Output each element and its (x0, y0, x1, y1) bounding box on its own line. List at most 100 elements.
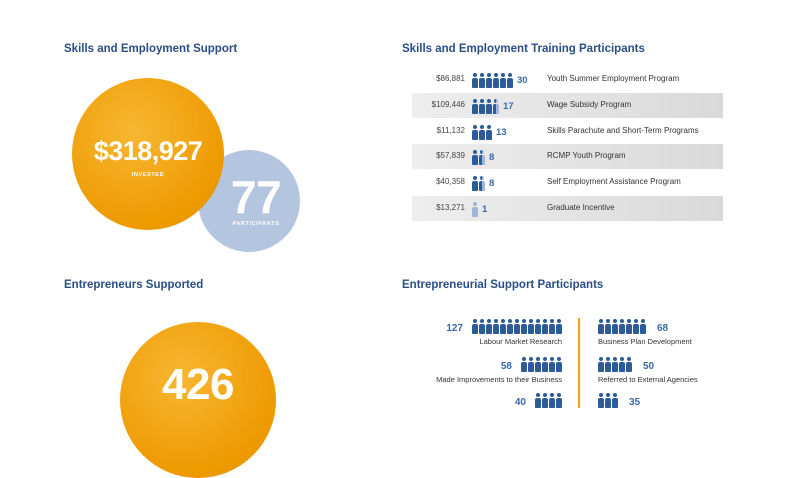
person-icon (619, 319, 625, 334)
person-icon (528, 357, 534, 372)
participants-value: 77 (230, 171, 282, 223)
person-icon (472, 150, 478, 165)
training-row: $13,271 1 Graduate Incentive (412, 196, 723, 221)
training-count: 1 (482, 204, 488, 215)
training-amount: $11,132 (436, 126, 465, 135)
training-icons: 8 (472, 174, 494, 191)
person-icon (605, 319, 611, 334)
person-icon (528, 319, 534, 334)
training-icons: 17 (472, 97, 514, 114)
person-icon (535, 393, 541, 408)
invested-bubble: $318,927 INVESTED (72, 78, 224, 230)
person-icon (479, 99, 485, 114)
person-icon (556, 319, 562, 334)
training-label: Graduate Incentive (547, 203, 615, 212)
training-label: Skills Parachute and Short-Term Programs (547, 126, 699, 135)
person-icon (493, 99, 499, 114)
person-icon (619, 357, 625, 372)
training-row: $109,446 17 Wage Subsidy Program (412, 93, 723, 118)
person-icon (486, 319, 492, 334)
person-icon (472, 176, 478, 191)
person-icon (549, 393, 555, 408)
participants-label: PARTICIPANTS (232, 221, 280, 227)
entrepreneurs-heading: Entrepreneurs Supported (64, 279, 204, 291)
entrepreneurial-item: 58 Made Improvements to their Business (436, 356, 562, 384)
person-icon (486, 125, 492, 140)
person-icon (605, 393, 611, 408)
entrepreneurial-count: 127 (446, 323, 463, 334)
training-count: 8 (489, 178, 495, 189)
person-icon (556, 357, 562, 372)
entrepreneurial-icons (598, 319, 646, 334)
person-icon (479, 125, 485, 140)
person-icon (626, 319, 632, 334)
person-icon (479, 176, 485, 191)
entrepreneurial-item: 127 Labour Market Research (446, 318, 562, 346)
person-icon (542, 393, 548, 408)
training-icons: 1 (472, 200, 487, 217)
training-count: 17 (503, 101, 514, 112)
invested-value: $318,927 (93, 136, 203, 166)
person-icon (612, 357, 618, 372)
entrepreneurial-icons (472, 319, 562, 334)
entrepreneurial-label: Made Improvements to their Business (436, 375, 562, 384)
person-icon (521, 319, 527, 334)
entrepreneurial-item: 68 Business Plan Development (598, 318, 692, 346)
person-icon (500, 319, 506, 334)
entrepreneurial-item: 40 (515, 392, 562, 408)
training-amount: $86,881 (436, 74, 465, 83)
training-icons: 30 (472, 71, 528, 88)
person-icon (612, 393, 618, 408)
training-label: Youth Summer Employment Program (547, 74, 680, 83)
entrepreneurial-label: Business Plan Development (598, 337, 692, 346)
entrepreneurial-icons (521, 357, 562, 372)
person-icon (486, 73, 492, 88)
person-icon (472, 319, 478, 334)
person-icon (486, 99, 492, 114)
person-icon (542, 357, 548, 372)
training-row: $57,839 8 RCMP Youth Program (412, 144, 723, 169)
entrepreneurial-icons (598, 357, 632, 372)
entrepreneurial-count: 68 (657, 323, 669, 334)
entrepreneurial-icons (598, 393, 618, 408)
person-icon (479, 319, 485, 334)
person-icon (598, 393, 604, 408)
person-icon (472, 73, 478, 88)
person-icon (493, 73, 499, 88)
person-icon (598, 319, 604, 334)
person-icon (535, 357, 541, 372)
person-icon (556, 393, 562, 408)
training-label: RCMP Youth Program (547, 151, 626, 160)
participants-bubble: 77 PARTICIPANTS (198, 150, 300, 252)
entrepreneurs-bubble: 426 (120, 322, 276, 478)
training-amount: $13,271 (436, 203, 465, 212)
training-heading: Skills and Employment Training Participa… (402, 43, 645, 55)
person-icon (493, 319, 499, 334)
entrepreneurial-item: 35 (598, 392, 640, 408)
entrepreneurial-label: Referred to External Agencies (598, 375, 698, 384)
person-icon (479, 73, 485, 88)
training-amount: $40,358 (436, 177, 465, 186)
person-icon (514, 319, 520, 334)
person-icon (605, 357, 611, 372)
training-row: $11,132 13 Skills Parachute and Short-Term… (412, 119, 723, 144)
training-count: 13 (496, 127, 507, 138)
training-amount: $57,839 (436, 151, 465, 160)
person-icon (521, 357, 527, 372)
entrepreneurial-heading: Entrepreneurial Support Participants (402, 279, 604, 291)
training-count: 30 (517, 75, 528, 86)
entrepreneurial-divider (578, 318, 580, 408)
training-label: Self Employment Assistance Program (547, 177, 681, 186)
training-icons: 8 (472, 148, 494, 165)
person-icon (549, 319, 555, 334)
skills-heading: Skills and Employment Support (64, 43, 238, 55)
person-icon (549, 357, 555, 372)
person-icon (633, 319, 639, 334)
person-icon (612, 319, 618, 334)
person-icon (598, 357, 604, 372)
person-icon (472, 202, 478, 217)
entrepreneurial-count: 35 (629, 397, 641, 408)
person-icon (535, 319, 541, 334)
person-icon (507, 73, 513, 88)
training-count: 8 (489, 152, 495, 163)
